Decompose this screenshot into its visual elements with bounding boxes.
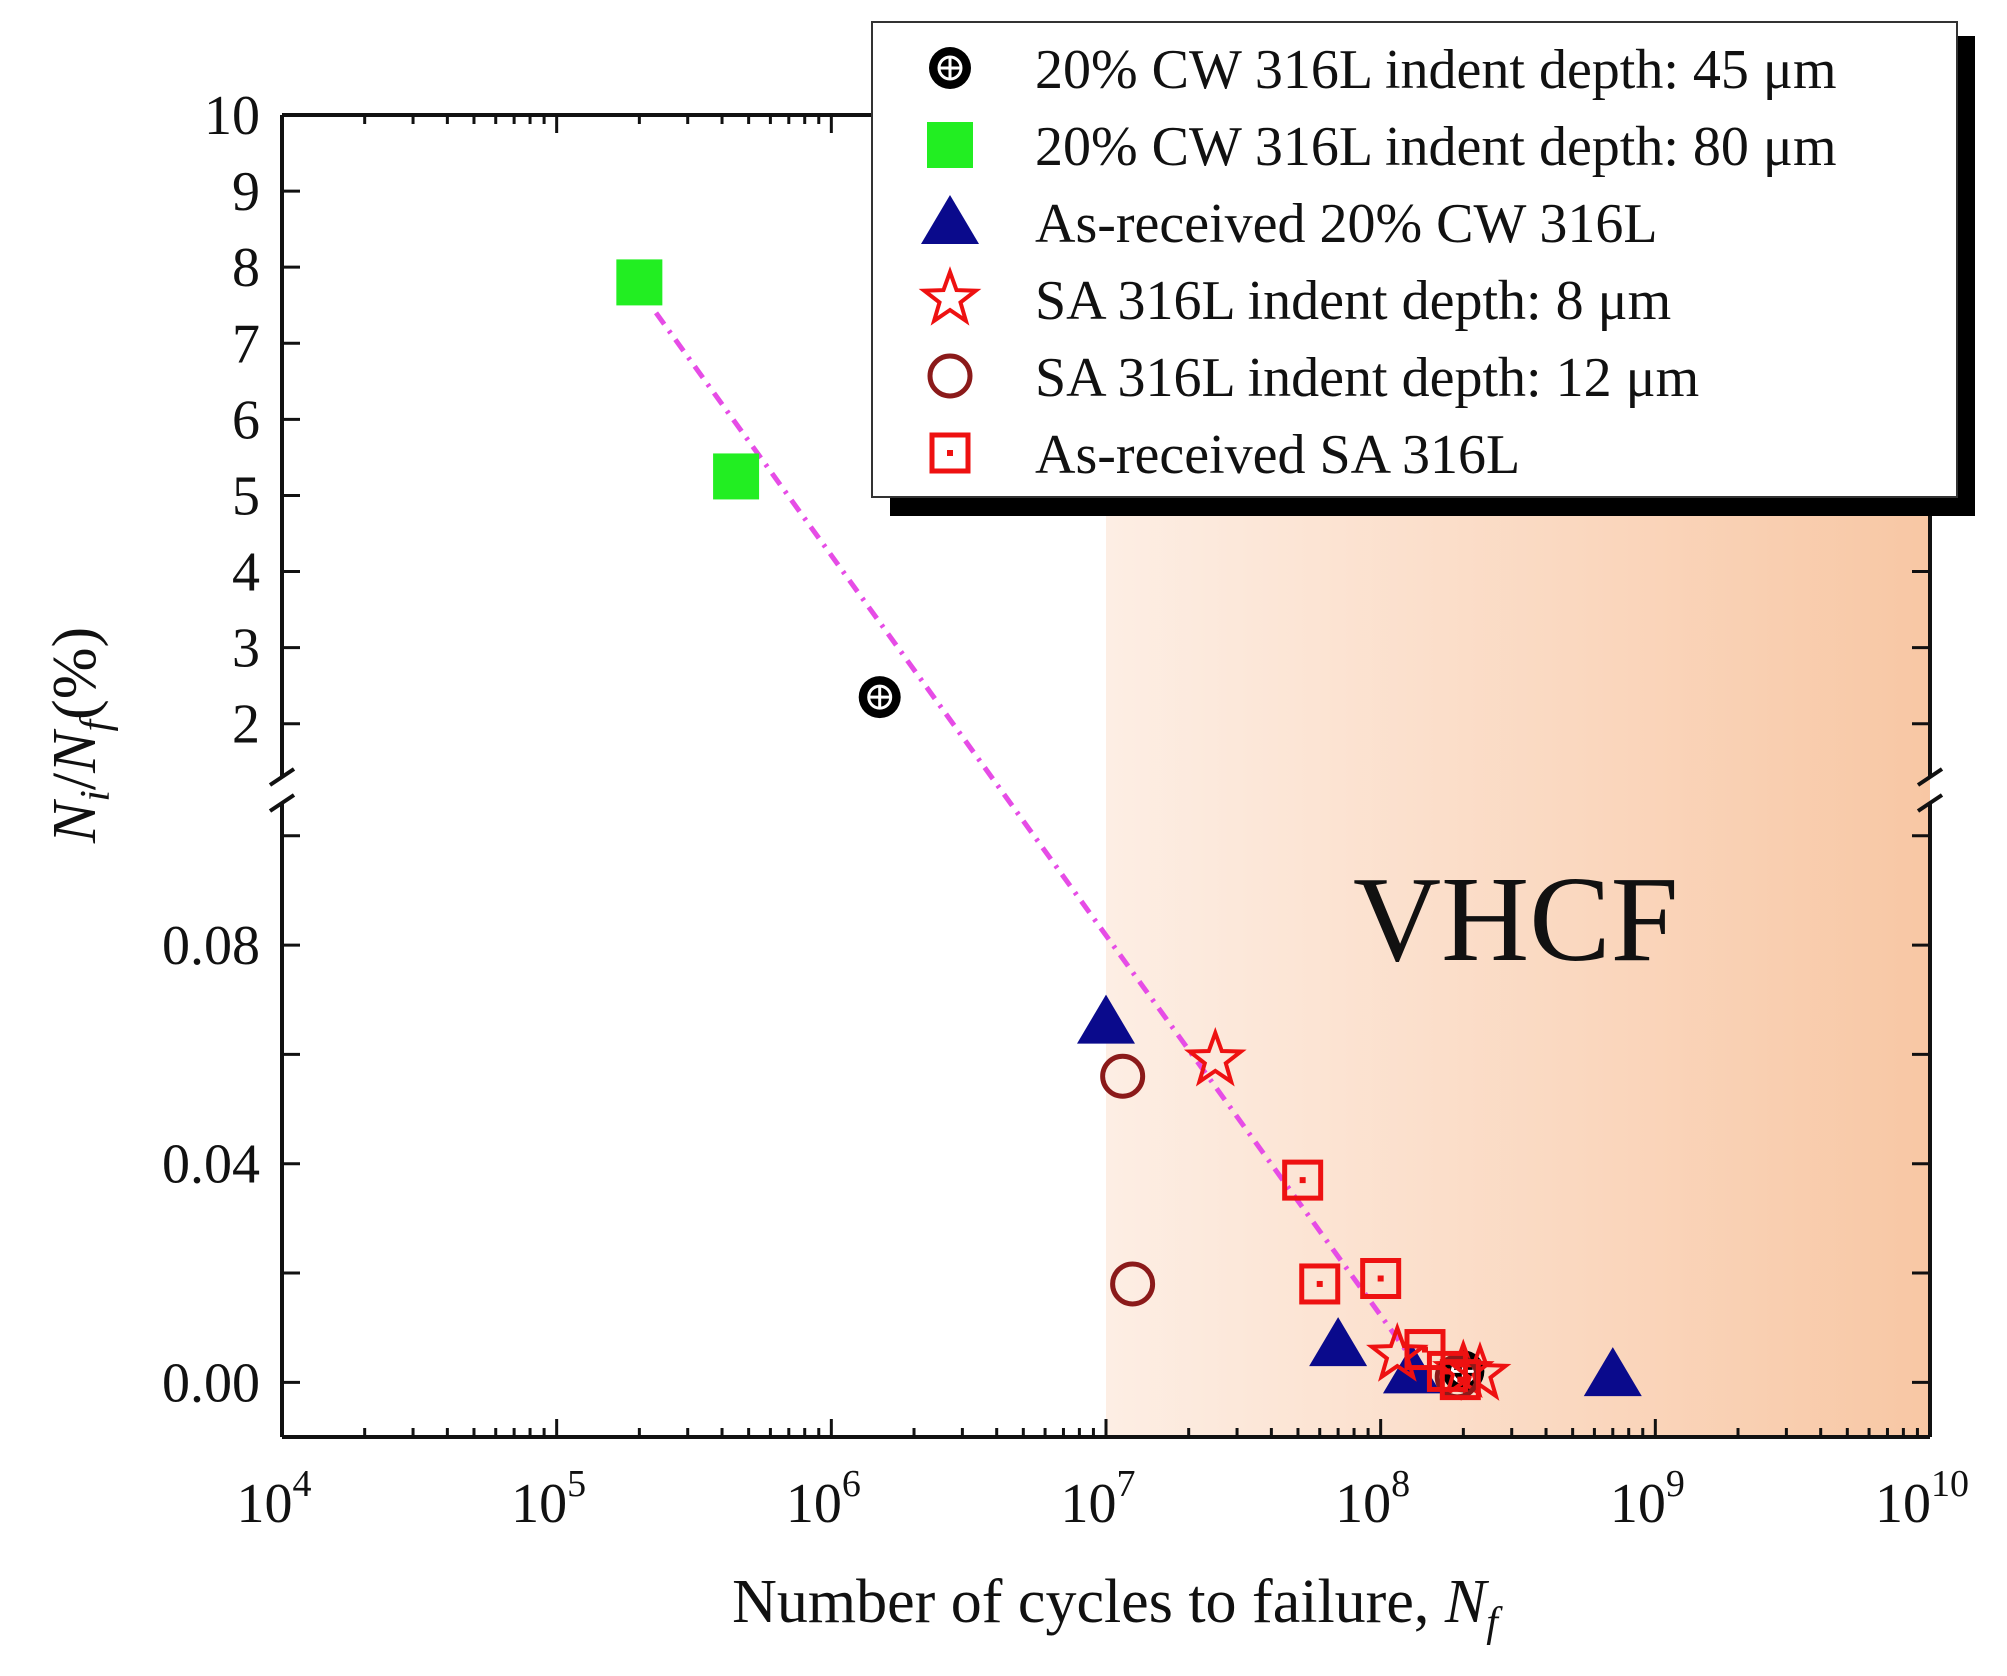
data-points: [616, 259, 1642, 1401]
data-point-series-6-6: [1439, 1359, 1481, 1401]
data-point-series-1-1: [858, 676, 901, 719]
x-label-text: Number of cycles to failure,: [732, 1568, 1445, 1636]
data-point-series-6-3: [1360, 1258, 1402, 1299]
legend: 20% CW 316L indent depth: 45 μm 20% CW 31…: [871, 21, 1975, 516]
x-tick-base: 10: [237, 1473, 293, 1535]
trend-line: [653, 311, 1432, 1384]
x-tick-base: 10: [511, 1473, 567, 1535]
x-tick-base: 10: [1875, 1473, 1931, 1535]
data-point-series-5-2: [1110, 1261, 1156, 1307]
data-point-series-3-4: [1583, 1347, 1642, 1397]
y-tick-label: 6: [232, 389, 260, 451]
y-label-slash: /: [41, 772, 109, 790]
legend-marker-6: [929, 432, 971, 474]
y-tick-label: 3: [232, 618, 260, 680]
legend-marker-4: [918, 266, 982, 326]
y-tick-label: 9: [232, 161, 260, 223]
y-tick-label: 2: [232, 694, 260, 756]
x-tick-exponent: 9: [1666, 1463, 1685, 1505]
x-tick-label: 1010: [1875, 1463, 1969, 1535]
x-label-sub: f: [1486, 1600, 1503, 1646]
axis-break-mark: [1916, 767, 1944, 787]
tick-labels: 104 105 106 107 108 109 101023456789100.000.04…: [162, 85, 1969, 1535]
x-tick-label: 105: [511, 1463, 586, 1535]
x-tick-exponent: 10: [1931, 1463, 1969, 1505]
axis-break-mark: [1916, 793, 1944, 813]
data-point-series-3-1: [1077, 994, 1135, 1044]
x-tick-exponent: 7: [1117, 1463, 1136, 1505]
y-label-n: N: [41, 798, 109, 844]
y-tick-label: 4: [232, 542, 260, 604]
y-axis-label: Ni/Nf(%): [41, 627, 119, 844]
x-tick-base: 10: [786, 1473, 842, 1535]
legend-marker-1: [929, 47, 971, 89]
data-point-series-6-2: [1299, 1263, 1341, 1305]
x-tick-base: 10: [1335, 1473, 1391, 1535]
y-tick-label: 5: [232, 465, 260, 527]
y-label-n2: N: [41, 728, 109, 774]
data-point-series-4-2: [1366, 1322, 1429, 1382]
legend-label: 20% CW 316L indent depth: 45 μm: [1035, 39, 1837, 101]
x-tick-exponent: 6: [842, 1463, 861, 1505]
legend-label: SA 316L indent depth: 12 μm: [1035, 347, 1699, 409]
y-tick-label: 7: [232, 313, 260, 375]
legend-label: SA 316L indent depth: 8 μm: [1035, 270, 1671, 332]
x-tick-base: 10: [1610, 1473, 1666, 1535]
legend-marker-2: [927, 122, 973, 168]
axis-break-mark: [268, 767, 296, 787]
x-tick-label: 107: [1061, 1463, 1136, 1535]
x-tick-label: 106: [786, 1463, 861, 1535]
data-point-series-5-1: [1100, 1053, 1146, 1099]
y-tick-label: 0.00: [162, 1352, 260, 1414]
y-tick-label: 0.04: [162, 1134, 260, 1196]
y-label-pct: (%): [41, 627, 109, 720]
x-tick-label: 108: [1335, 1463, 1410, 1535]
y-tick-label: 10: [204, 85, 260, 147]
data-point-series-2-2: [713, 453, 760, 500]
x-tick-label: 104: [237, 1463, 312, 1535]
data-point-series-6-5: [1426, 1350, 1468, 1392]
legend-label: As-received 20% CW 316L: [1035, 193, 1658, 255]
legend-label: 20% CW 316L indent depth: 80 μm: [1035, 116, 1837, 178]
y-tick-label: 0.08: [162, 915, 260, 977]
vhcf-label: VHCF: [1353, 852, 1678, 987]
x-tick-exponent: 5: [567, 1463, 586, 1505]
data-point-series-6-1: [1282, 1159, 1324, 1201]
data-point-series-3-2: [1309, 1317, 1368, 1367]
x-axis-label: Number of cycles to failure, Nf: [732, 1568, 1503, 1646]
y-tick-label: 8: [232, 237, 260, 299]
x-tick-base: 10: [1061, 1473, 1117, 1535]
legend-marker-5: [927, 353, 973, 399]
axis-break-mark: [268, 793, 296, 813]
data-point-series-4-1: [1183, 1026, 1247, 1087]
data-point-series-6-4: [1404, 1329, 1446, 1371]
legend-marker-3: [921, 195, 979, 244]
legend-label: As-received SA 316L: [1035, 424, 1520, 486]
x-tick-exponent: 4: [293, 1463, 312, 1505]
data-point-series-2-1: [616, 259, 663, 306]
x-tick-label: 109: [1610, 1463, 1685, 1535]
y-label-i: i: [73, 790, 119, 802]
legend-box: [871, 21, 1958, 498]
x-tick-exponent: 8: [1391, 1463, 1410, 1505]
x-label-var: N: [1444, 1568, 1490, 1636]
